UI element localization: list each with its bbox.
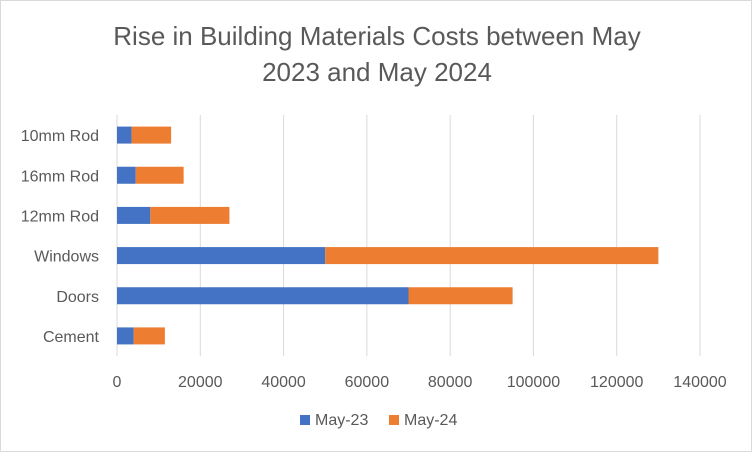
category-labels: Cement Doors Windows 12mm Rod 16mm Rod 10mm R… — [21, 128, 100, 346]
bar-segment — [117, 126, 132, 144]
bars — [117, 126, 659, 345]
category-label: Doors — [56, 289, 99, 306]
gridlines — [116, 115, 701, 356]
bar-segment — [150, 206, 230, 224]
chart-title-line-1: Rise in Building Materials Costs between… — [113, 21, 640, 51]
category-label: 10mm Rod — [21, 128, 99, 145]
bar-segment — [117, 287, 409, 305]
bar-segment — [133, 327, 165, 345]
bar-segment — [135, 166, 184, 184]
bar-segment — [117, 247, 326, 265]
category-label: Windows — [34, 249, 99, 266]
chart-title-line-2: 2023 and May 2024 — [262, 57, 492, 87]
x-tick-label: 60000 — [345, 374, 390, 391]
legend-label: May-24 — [404, 412, 457, 429]
x-tick-label: 80000 — [428, 374, 473, 391]
bar-segment — [117, 327, 134, 345]
x-tick-label: 0 — [113, 374, 122, 391]
category-label: 16mm Rod — [21, 168, 99, 185]
category-label: Cement — [43, 329, 100, 346]
legend: May-23 May-24 — [300, 412, 457, 429]
bar-segment — [408, 287, 513, 305]
x-tick-label: 100000 — [507, 374, 560, 391]
x-tick-label: 140000 — [673, 374, 726, 391]
x-tick-label: 20000 — [178, 374, 223, 391]
legend-swatch — [300, 415, 310, 425]
x-tick-label: 40000 — [261, 374, 306, 391]
x-tick-label: 120000 — [590, 374, 643, 391]
category-label: 12mm Rod — [21, 208, 99, 225]
legend-label: May-23 — [315, 412, 368, 429]
bar-segment — [325, 247, 659, 265]
x-tick-labels: 0 20000 40000 60000 80000 100000 120000 140000 — [113, 374, 727, 391]
bar-segment — [117, 206, 151, 224]
legend-swatch — [389, 415, 399, 425]
bar-segment — [117, 166, 136, 184]
bar-segment — [131, 126, 172, 144]
